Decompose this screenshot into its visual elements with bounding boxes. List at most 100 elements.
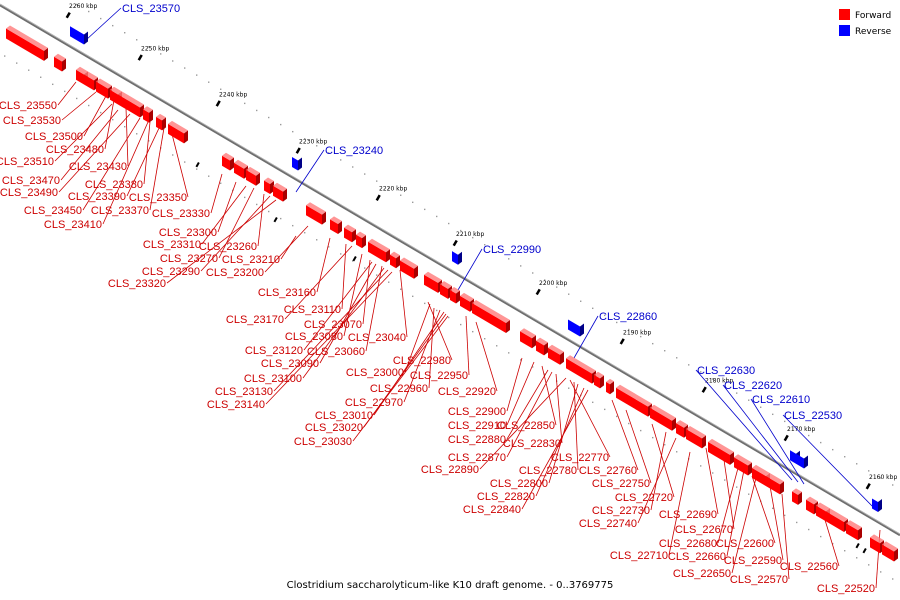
kbp-tick-label: 2230 kbp <box>299 138 327 145</box>
reference-dot <box>400 288 402 290</box>
gene-block-face <box>246 169 256 186</box>
gene-block-face <box>390 254 396 269</box>
reference-dot <box>220 88 222 90</box>
gene-label: CLS_22880 <box>448 434 506 446</box>
gene-block-top <box>816 502 830 512</box>
gene-block-face <box>234 162 244 179</box>
reference-dot <box>172 60 174 62</box>
reference-dot <box>568 293 570 295</box>
gene-block-top <box>650 404 676 421</box>
gene-block-side <box>322 211 326 225</box>
reference-dot <box>112 24 114 27</box>
gene-block-top <box>54 53 66 62</box>
leader-line <box>171 133 189 198</box>
leader-line <box>54 103 113 162</box>
gene-block-face <box>96 81 108 99</box>
gene-block-face <box>54 56 62 72</box>
gene-label: CLS_23510 <box>0 156 54 168</box>
reference-dot <box>856 557 858 559</box>
reference-dot <box>352 166 354 168</box>
gene-label: CLS_23490 <box>0 187 58 199</box>
gene-block-face <box>472 302 506 333</box>
reference-dot <box>604 408 606 411</box>
gene-block-face <box>356 234 362 249</box>
gene-block-face <box>870 537 880 554</box>
gene-block-face <box>440 284 448 299</box>
reference-dot <box>196 74 198 76</box>
gene-block-top <box>846 520 862 531</box>
leader-line <box>428 307 435 389</box>
gene-block-face <box>536 340 544 356</box>
gene-block-top <box>330 216 342 225</box>
reference-dot <box>64 90 66 93</box>
gene-block-top <box>246 166 260 176</box>
gene-block-top <box>520 328 536 339</box>
gene-block-top <box>143 106 153 113</box>
gene-label: CLS_22970 <box>345 397 403 409</box>
gene-label: CLS_23080 <box>285 331 343 343</box>
reference-dot <box>88 10 90 13</box>
kbp-tick-label: 2170 kbp <box>787 426 815 433</box>
leader-line <box>57 81 77 106</box>
reference-dot <box>856 463 858 465</box>
reference-dot <box>148 46 150 48</box>
gene-block-face <box>676 423 684 438</box>
reference-dot <box>496 251 498 253</box>
gene-block-top <box>594 371 604 379</box>
gene-block-face <box>846 523 858 541</box>
gene-label: CLS_23480 <box>46 144 104 156</box>
gene-block-top <box>96 78 112 89</box>
gene-block-top <box>273 182 287 192</box>
reference-dot <box>268 210 270 213</box>
reference-dot <box>592 401 594 404</box>
gene-block-side <box>610 381 614 395</box>
leader-line <box>257 193 265 247</box>
gene-label: CLS_23140 <box>207 399 265 411</box>
leader-line <box>200 195 271 272</box>
gene-label: CLS_22830 <box>503 438 561 450</box>
gene-label: CLS_23270 <box>160 253 218 265</box>
gene-block-face <box>450 290 456 304</box>
reference-dot <box>832 542 834 545</box>
gene-label: CLS_22850 <box>497 420 555 432</box>
reference-dot <box>220 182 222 184</box>
reference-dot <box>328 246 330 248</box>
leader-line <box>264 225 309 273</box>
gene-block-top <box>686 425 706 439</box>
reference-dot <box>244 196 246 199</box>
gene-label: CLS_23330 <box>152 208 210 220</box>
reference-dot <box>652 342 654 345</box>
gene-block-top <box>356 231 366 239</box>
reference-dot <box>544 279 546 281</box>
gene-label: CLS_22960 <box>370 383 428 395</box>
leader-line <box>751 475 776 544</box>
reference-dot <box>820 535 822 538</box>
reference-dot <box>100 111 102 114</box>
gene-block-side <box>532 335 536 349</box>
gene-block-top <box>460 292 474 302</box>
reference-dot <box>436 309 438 312</box>
gene-block-side <box>506 319 510 333</box>
reference-dot <box>748 399 750 401</box>
legend: Forward Reverse <box>839 9 892 37</box>
gene-block-side <box>458 251 462 265</box>
leader-line <box>102 121 149 225</box>
kbp-tick-mark <box>701 386 707 393</box>
strand-marker <box>273 217 278 223</box>
reference-dot <box>652 436 654 439</box>
gene-block-side <box>362 235 366 249</box>
reference-dot <box>256 203 258 206</box>
gene-block-side <box>44 47 48 61</box>
gene-block-top <box>118 91 144 108</box>
gene-label: CLS_23370 <box>91 205 149 217</box>
reference-dot <box>676 451 678 453</box>
gene-block-side <box>84 31 88 45</box>
gene-block-side <box>414 265 418 279</box>
leader-line <box>521 389 589 510</box>
reference-dot <box>628 328 630 331</box>
reference-dot <box>184 161 186 163</box>
reference-dot <box>892 578 894 580</box>
kbp-tick-mark <box>535 288 541 296</box>
gene-label: CLS_22690 <box>659 509 717 521</box>
gene-label: CLS_23020 <box>305 422 363 434</box>
